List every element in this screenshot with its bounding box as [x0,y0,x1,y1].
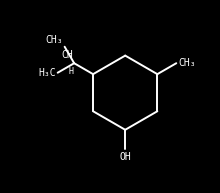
Text: CH: CH [61,50,73,60]
Text: H₃C: H₃C [38,68,56,78]
Text: CH₃: CH₃ [179,58,196,68]
Text: H: H [68,67,73,76]
Text: CH₃: CH₃ [46,35,63,45]
Text: OH: OH [119,152,131,162]
